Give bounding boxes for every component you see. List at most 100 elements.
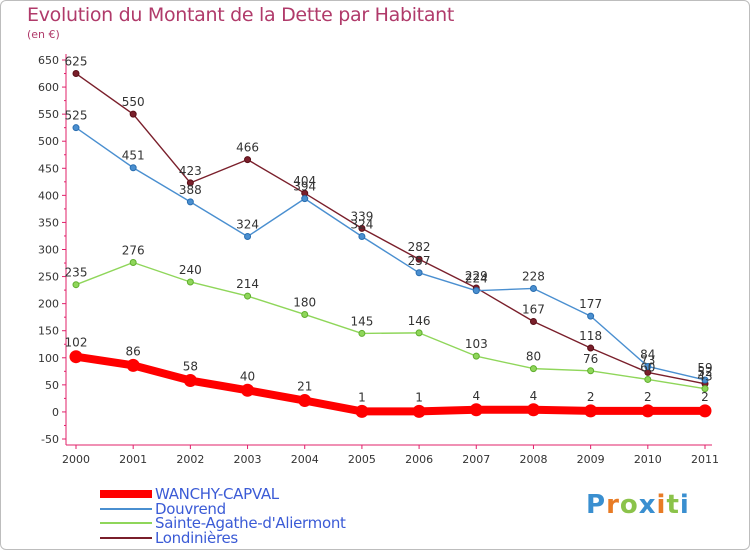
data-point-wanchy-capval: [126, 358, 140, 372]
chart-title: Evolution du Montant de la Dette par Hab…: [27, 4, 455, 26]
data-point-douvrend: [587, 312, 595, 320]
series-line-londini-res: [75, 72, 706, 385]
series-line-wanchy-capval: [72, 352, 709, 416]
data-label-sainte-agathe-d-aliermont: 180: [293, 295, 316, 309]
x-tick-label: 2008: [519, 453, 547, 466]
data-point-douvrend: [472, 287, 480, 295]
legend-label-londinieres: Londinières: [155, 529, 238, 547]
data-point-wanchy-capval: [698, 404, 712, 418]
data-label-sainte-agathe-d-aliermont: 276: [122, 243, 145, 257]
legend-swatch-sainte-agathe: [100, 522, 152, 524]
data-point-sainte-agathe-d-aliermont: [358, 329, 366, 337]
legend-swatch-douvrend: [100, 508, 152, 510]
data-label-wanchy-capval: 102: [65, 336, 88, 350]
data-label-sainte-agathe-d-aliermont: 214: [236, 277, 259, 291]
proxiti-logo: Proxiti: [586, 490, 690, 520]
y-tick-label: 300: [38, 244, 59, 257]
data-label-douvrend: 324: [350, 218, 373, 232]
proxiti-logo-letter: P: [586, 490, 607, 520]
data-label-wanchy-capval: 86: [126, 344, 141, 358]
x-tick-label: 2001: [119, 453, 147, 466]
legend-label-wanchy-capval: WANCHY-CAPVAL: [155, 485, 279, 503]
data-point-wanchy-capval: [641, 404, 655, 418]
data-point-douvrend: [72, 124, 80, 132]
data-label-douvrend: 324: [236, 218, 259, 232]
data-point-londini-res: [529, 318, 537, 326]
data-point-sainte-agathe-d-aliermont: [415, 329, 423, 337]
data-point-londini-res: [244, 156, 252, 164]
data-label-wanchy-capval: 21: [297, 380, 312, 394]
data-point-sainte-agathe-d-aliermont: [472, 352, 480, 360]
x-tick-label: 2006: [405, 453, 433, 466]
data-point-douvrend: [415, 269, 423, 277]
data-label-londini-res: 167: [522, 303, 545, 317]
data-point-douvrend: [701, 376, 709, 384]
data-point-wanchy-capval: [298, 394, 312, 408]
data-label-sainte-agathe-d-aliermont: 43: [697, 370, 712, 384]
data-point-wanchy-capval: [355, 404, 369, 418]
y-tick-label: 450: [38, 162, 59, 175]
data-point-sainte-agathe-d-aliermont: [701, 385, 709, 393]
data-point-douvrend: [129, 164, 137, 172]
y-tick-label: 400: [38, 189, 59, 202]
y-tick-label: 100: [38, 352, 59, 365]
data-label-douvrend: 228: [522, 269, 545, 283]
data-point-londini-res: [72, 70, 80, 78]
data-label-douvrend: 257: [408, 254, 431, 268]
legend-item-douvrend: Douvrend: [100, 500, 226, 518]
x-tick-label: 2004: [291, 453, 319, 466]
data-label-sainte-agathe-d-aliermont: 146: [408, 314, 431, 328]
data-label-douvrend: 84: [640, 347, 655, 361]
y-tick-label: 50: [45, 379, 59, 392]
legend-item-wanchy-capval: WANCHY-CAPVAL: [100, 485, 279, 503]
x-tick-label: 2010: [634, 453, 662, 466]
x-tick-label: 2002: [176, 453, 204, 466]
data-label-wanchy-capval: 40: [240, 369, 255, 383]
data-label-douvrend: 394: [293, 180, 316, 194]
data-label-douvrend: 388: [179, 183, 202, 197]
data-point-douvrend: [358, 233, 366, 241]
y-tick-label: 550: [38, 108, 59, 121]
data-point-londini-res: [129, 110, 137, 118]
data-point-sainte-agathe-d-aliermont: [529, 365, 537, 373]
proxiti-logo-letter: t: [666, 490, 680, 520]
x-tick-label: 2005: [348, 453, 376, 466]
data-label-londini-res: 282: [408, 240, 431, 254]
x-tick-label: 2000: [62, 453, 90, 466]
data-label-sainte-agathe-d-aliermont: 76: [583, 352, 598, 366]
series-line-sainte-agathe-d-aliermont: [75, 261, 706, 390]
data-label-sainte-agathe-d-aliermont: 240: [179, 263, 202, 277]
data-point-wanchy-capval: [526, 403, 540, 417]
data-point-sainte-agathe-d-aliermont: [72, 281, 80, 289]
data-point-sainte-agathe-d-aliermont: [244, 292, 252, 300]
y-tick-label: 500: [38, 135, 59, 148]
data-label-sainte-agathe-d-aliermont: 145: [350, 314, 373, 328]
data-point-londini-res: [587, 344, 595, 352]
data-label-wanchy-capval: 1: [415, 390, 423, 404]
chart-unit-label: (en €): [27, 28, 60, 41]
data-label-londini-res: 550: [122, 95, 145, 109]
legend-item-sainte-agathe: Sainte-Agathe-d'Aliermont: [100, 514, 346, 532]
proxiti-logo-letter: o: [619, 490, 639, 520]
data-point-wanchy-capval: [584, 404, 598, 418]
y-tick-label: 650: [38, 54, 59, 67]
legend-label-sainte-agathe: Sainte-Agathe-d'Aliermont: [155, 514, 346, 532]
data-label-wanchy-capval: 1: [358, 390, 366, 404]
data-point-wanchy-capval: [69, 350, 83, 364]
data-label-wanchy-capval: 2: [587, 390, 595, 404]
data-point-douvrend: [244, 233, 252, 241]
y-tick-label: 350: [38, 216, 59, 229]
data-point-londini-res: [186, 179, 194, 187]
data-point-sainte-agathe-d-aliermont: [644, 375, 652, 383]
data-point-douvrend: [301, 195, 309, 203]
data-label-londini-res: 625: [65, 55, 88, 69]
data-label-douvrend: 177: [579, 297, 602, 311]
data-point-douvrend: [529, 284, 537, 292]
data-label-londini-res: 466: [236, 141, 259, 155]
legend-swatch-wanchy-capval: [100, 490, 152, 498]
data-point-wanchy-capval: [183, 374, 197, 388]
data-label-londini-res: 52: [697, 365, 712, 379]
x-tick-label: 2009: [577, 453, 605, 466]
